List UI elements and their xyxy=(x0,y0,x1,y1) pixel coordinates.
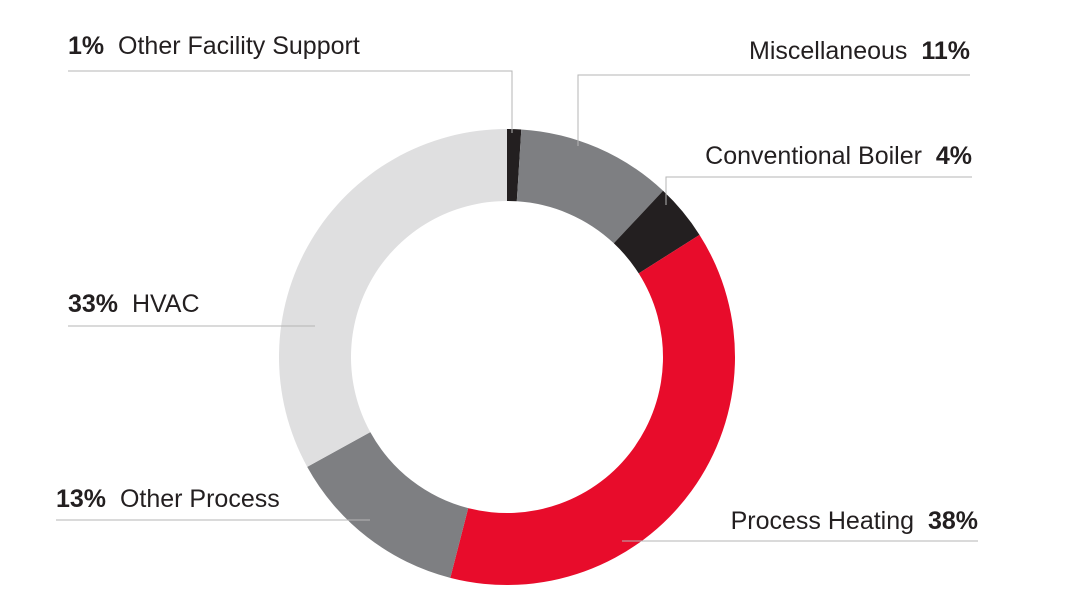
leader-lines xyxy=(56,70,978,542)
slice-other-facility-support xyxy=(507,129,522,202)
slice-value-other-process: 13% xyxy=(56,485,106,513)
slice-other-process xyxy=(307,432,469,578)
slice-label-process-heating: Process Heating 38% xyxy=(731,507,978,535)
slice-name-other-facility-support: Other Facility Support xyxy=(104,32,360,60)
slice-name-hvac: HVAC xyxy=(118,290,200,318)
slice-value-other-facility-support: 1% xyxy=(68,32,104,60)
slice-label-conventional-boiler: Conventional Boiler 4% xyxy=(705,142,972,170)
slice-value-process-heating: 38% xyxy=(928,507,978,535)
slice-label-other-facility-support: 1% Other Facility Support xyxy=(68,32,360,60)
slice-name-conventional-boiler: Conventional Boiler xyxy=(705,142,936,170)
slice-value-miscellaneous: 11% xyxy=(921,37,970,65)
leader-line-miscellaneous xyxy=(577,74,970,146)
slice-conventional-boiler xyxy=(613,190,700,274)
slice-hvac xyxy=(279,129,507,467)
slice-label-hvac: 33% HVAC xyxy=(68,290,200,318)
slice-process-heating xyxy=(450,234,736,586)
leader-line-other-facility-support xyxy=(68,70,513,133)
leader-line-conventional-boiler xyxy=(665,176,972,205)
slice-labels: 1% Other Facility Support Miscellaneous 1… xyxy=(56,32,978,535)
slice-label-other-process: 13% Other Process xyxy=(56,485,280,513)
slice-name-other-process: Other Process xyxy=(106,485,280,513)
slice-value-hvac: 33% xyxy=(68,290,118,318)
slice-value-conventional-boiler: 4% xyxy=(936,142,972,170)
donut-slices xyxy=(279,129,736,586)
slice-name-process-heating: Process Heating xyxy=(731,507,928,535)
slice-label-miscellaneous: Miscellaneous 11% xyxy=(749,37,970,65)
slice-name-miscellaneous: Miscellaneous xyxy=(749,37,921,65)
slice-miscellaneous xyxy=(516,129,664,244)
